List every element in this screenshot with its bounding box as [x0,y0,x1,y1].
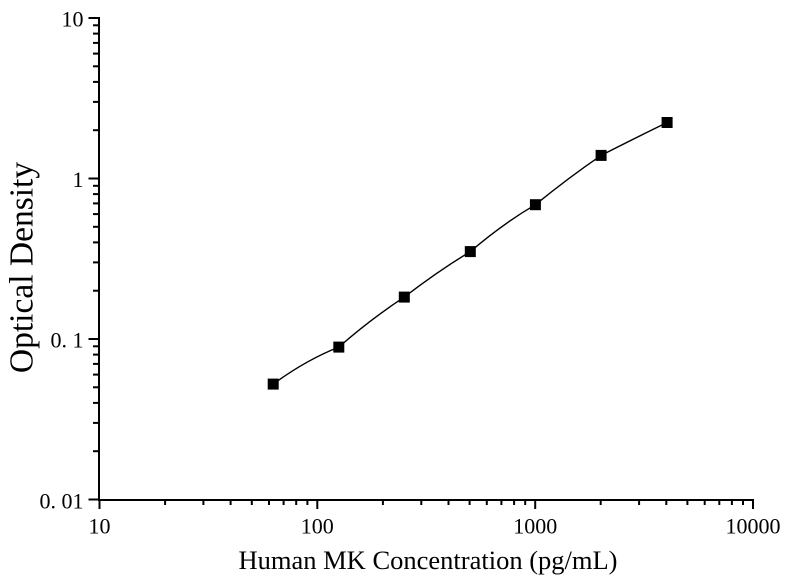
svg-text:10000: 10000 [726,514,781,539]
svg-text:100: 100 [301,514,334,539]
svg-text:10: 10 [89,514,111,539]
svg-text:10: 10 [62,7,84,32]
svg-text:0. 01: 0. 01 [40,489,84,514]
svg-text:1: 1 [73,167,84,192]
svg-text:Human MK Concentration (pg/mL): Human MK Concentration (pg/mL) [238,545,617,575]
svg-text:1000: 1000 [513,514,557,539]
svg-text:0. 1: 0. 1 [51,328,84,353]
svg-text:Optical Density: Optical Density [4,162,41,373]
